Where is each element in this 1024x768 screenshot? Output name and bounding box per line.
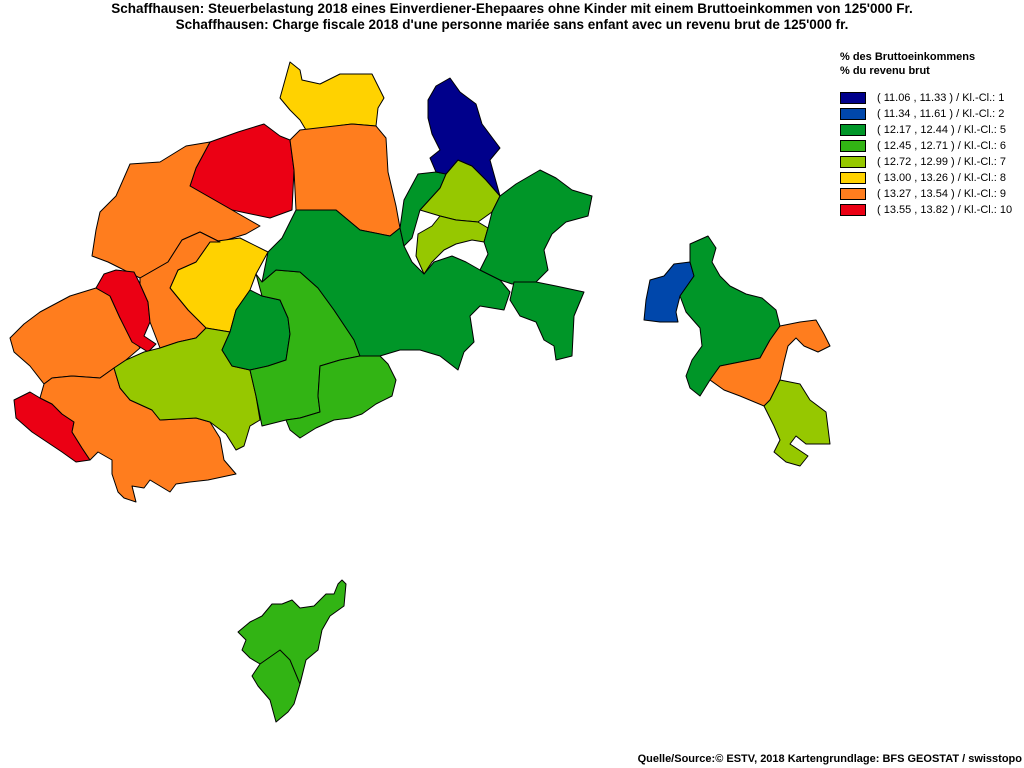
municipality-region[interactable] — [261, 209, 511, 371]
legend-swatch — [840, 140, 866, 152]
municipality-region[interactable] — [95, 269, 157, 353]
municipality-boundary — [259, 649, 301, 685]
legend-label: ( 13.55 , 13.82 ) / Kl.-Cl.: 10 — [877, 204, 1013, 216]
legend-label: ( 12.45 , 12.71 ) / Kl.-Cl.: 6 — [877, 140, 1007, 152]
legend-label: ( 12.17 , 12.44 ) / Kl.-Cl.: 5 — [877, 124, 1007, 136]
legend-label: ( 11.06 , 11.33 ) / Kl.-Cl.: 1 — [877, 92, 1005, 104]
legend-swatch — [840, 92, 866, 104]
municipality-regions — [9, 61, 831, 723]
legend-swatch — [840, 156, 866, 168]
municipality-region[interactable] — [279, 61, 385, 131]
municipality-region[interactable] — [427, 77, 501, 197]
map-source-credit: Quelle/Source:© ESTV, 2018 Kartengrundla… — [637, 753, 1022, 765]
map-legend: % des Bruttoeinkommens % du revenu brut … — [840, 50, 1024, 219]
municipality-region[interactable] — [415, 215, 489, 275]
legend-swatch — [840, 108, 866, 120]
municipality-region[interactable] — [139, 231, 221, 349]
legend-heading-fr: % du revenu brut — [840, 65, 930, 77]
legend-swatch — [840, 204, 866, 216]
legend-item: ( 12.17 , 12.44 ) / Kl.-Cl.: 5 — [840, 123, 1024, 139]
municipality-region[interactable] — [479, 169, 593, 285]
map-title-de: Schaffhausen: Steuerbelastung 2018 eines… — [111, 1, 913, 16]
municipality-region[interactable] — [285, 355, 397, 439]
legend-item: ( 12.45 , 12.71 ) / Kl.-Cl.: 6 — [840, 139, 1024, 155]
municipality-region[interactable] — [643, 261, 695, 323]
municipality-region[interactable] — [763, 379, 831, 467]
legend-label: ( 11.34 , 11.61 ) / Kl.-Cl.: 2 — [877, 108, 1005, 120]
legend-swatch — [840, 172, 866, 184]
legend-label: ( 13.27 , 13.54 ) / Kl.-Cl.: 9 — [877, 188, 1007, 200]
legend-item: ( 11.06 , 11.33 ) / Kl.-Cl.: 1 — [840, 91, 1024, 107]
legend-item: ( 13.00 , 13.26 ) / Kl.-Cl.: 8 — [840, 171, 1024, 187]
legend-item: ( 13.27 , 13.54 ) / Kl.-Cl.: 9 — [840, 187, 1024, 203]
legend-heading-de: % des Bruttoeinkommens — [840, 51, 976, 63]
municipality-region[interactable] — [509, 281, 585, 361]
municipality-region[interactable] — [237, 579, 347, 723]
legend-item: ( 12.72 , 12.99 ) / Kl.-Cl.: 7 — [840, 155, 1024, 171]
legend-label: ( 12.72 , 12.99 ) / Kl.-Cl.: 7 — [877, 156, 1007, 168]
legend-label: ( 13.00 , 13.26 ) / Kl.-Cl.: 8 — [877, 172, 1007, 184]
legend-swatch — [840, 124, 866, 136]
municipality-region[interactable] — [399, 171, 447, 247]
legend-items: ( 11.06 , 11.33 ) / Kl.-Cl.: 1 ( 11.34 ,… — [840, 91, 1024, 219]
legend-item: ( 13.55 , 13.82 ) / Kl.-Cl.: 10 — [840, 203, 1024, 219]
legend-item: ( 11.34 , 11.61 ) / Kl.-Cl.: 2 — [840, 107, 1024, 123]
legend-swatch — [840, 188, 866, 200]
map-title-fr: Schaffhausen: Charge fiscale 2018 d'une … — [175, 17, 849, 32]
